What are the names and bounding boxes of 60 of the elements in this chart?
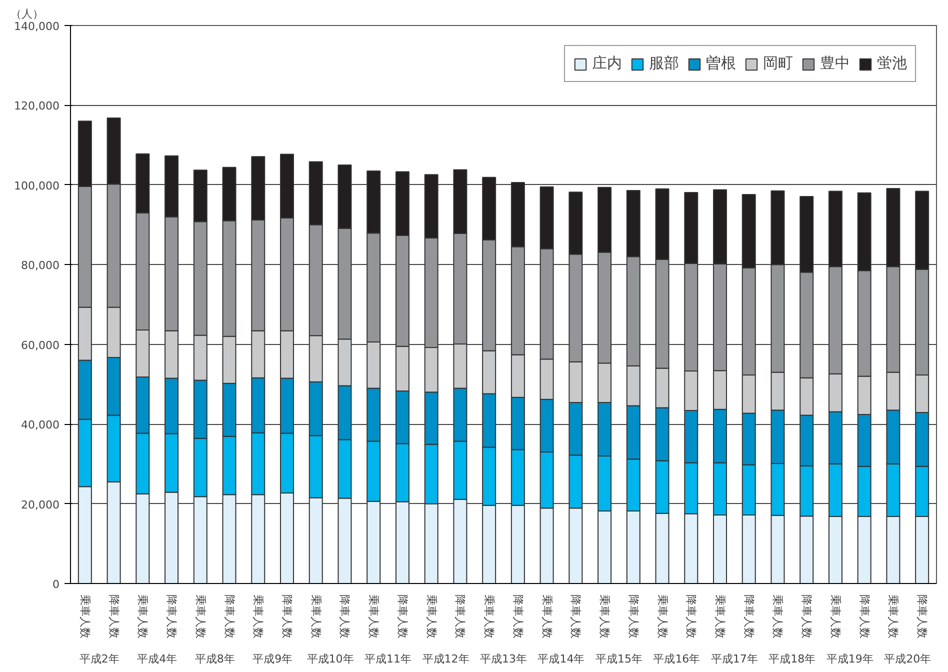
x-tick-label: 降車人数 xyxy=(222,594,236,638)
text: 平成4年 xyxy=(137,652,178,666)
x-tick-label: 乗車人数 xyxy=(309,594,322,638)
x-tick-label: 降車人数 xyxy=(684,594,698,638)
y-tick-label: 80,000 xyxy=(21,259,60,272)
x-tick-label: 乗車人数 xyxy=(886,594,900,638)
y-tick-label: 140,000 xyxy=(14,20,60,33)
y-axis-title: （人） xyxy=(10,8,44,20)
x-tick-label: 乗車人数 xyxy=(194,594,207,638)
legend-label: 蛍池 xyxy=(877,54,907,73)
x-tick-label: 降車人数 xyxy=(858,594,871,638)
text: 平成13年 xyxy=(480,652,527,666)
x-tick-label: 乗車人数 xyxy=(252,594,265,638)
text: 平成19年 xyxy=(826,652,874,666)
legend-label: 岡町 xyxy=(763,54,793,73)
x-tick-label: 乗車人数 xyxy=(714,594,726,638)
text: 平成18年 xyxy=(768,652,816,666)
x-tick-label: 乗車人数 xyxy=(656,594,669,638)
text: 平成10年 xyxy=(306,652,354,666)
y-tick-label: 60,000 xyxy=(21,338,60,352)
text: 平成15年 xyxy=(595,652,642,666)
text: 平成2年 xyxy=(79,652,120,666)
x-tick-label: 降車人数 xyxy=(742,594,756,638)
text: 平成8年 xyxy=(194,652,235,666)
x-tick-label: 降車人数 xyxy=(396,594,409,638)
x-tick-label: 降車人数 xyxy=(165,594,178,638)
x-tick-label: 乗車人数 xyxy=(424,594,438,638)
x-tick-label: 降車人数 xyxy=(454,594,467,638)
x-tick-label: 降車人数 xyxy=(626,594,640,638)
y-tick-label: 40,000 xyxy=(21,418,60,432)
text: 平成12年 xyxy=(422,652,470,666)
legend-label: 庄内 xyxy=(592,54,622,73)
x-tick-label: 乗車人数 xyxy=(78,594,92,638)
text: 平成14年 xyxy=(538,652,585,666)
x-tick-label: 乗車人数 xyxy=(136,594,150,638)
text: 平成11年 xyxy=(364,652,412,666)
x-tick-label: 乗車人数 xyxy=(482,594,496,638)
text: 平成20年 xyxy=(884,652,932,666)
text: 平成17年 xyxy=(710,652,758,666)
x-tick-label: 乗車人数 xyxy=(598,594,612,638)
y-tick-label: 0 xyxy=(52,578,60,591)
y-tick-label: 20,000 xyxy=(21,498,60,512)
text: 平成16年 xyxy=(653,652,700,666)
legend-label: 服部 xyxy=(649,54,679,73)
x-tick-label: 降車人数 xyxy=(280,594,294,638)
x-tick-label: 降車人数 xyxy=(338,594,352,638)
x-tick-label: 降車人数 xyxy=(511,594,524,638)
x-tick-label: 降車人数 xyxy=(800,594,814,638)
x-tick-label: 乗車人数 xyxy=(540,594,554,638)
x-tick-label: 乗車人数 xyxy=(367,594,380,638)
x-tick-label: 降車人数 xyxy=(916,594,929,638)
x-tick-label: 降車人数 xyxy=(569,594,582,638)
x-tick-label: 乗車人数 xyxy=(771,594,784,638)
text: 平成9年 xyxy=(252,652,293,666)
x-tick-label: 乗車人数 xyxy=(828,594,842,638)
legend-label: 曽根 xyxy=(706,54,736,73)
y-tick-label: 120,000 xyxy=(14,100,60,113)
y-tick-label: 100,000 xyxy=(14,179,60,192)
legend-label: 豊中 xyxy=(820,54,850,73)
x-tick-label: 降車人数 xyxy=(107,594,120,638)
